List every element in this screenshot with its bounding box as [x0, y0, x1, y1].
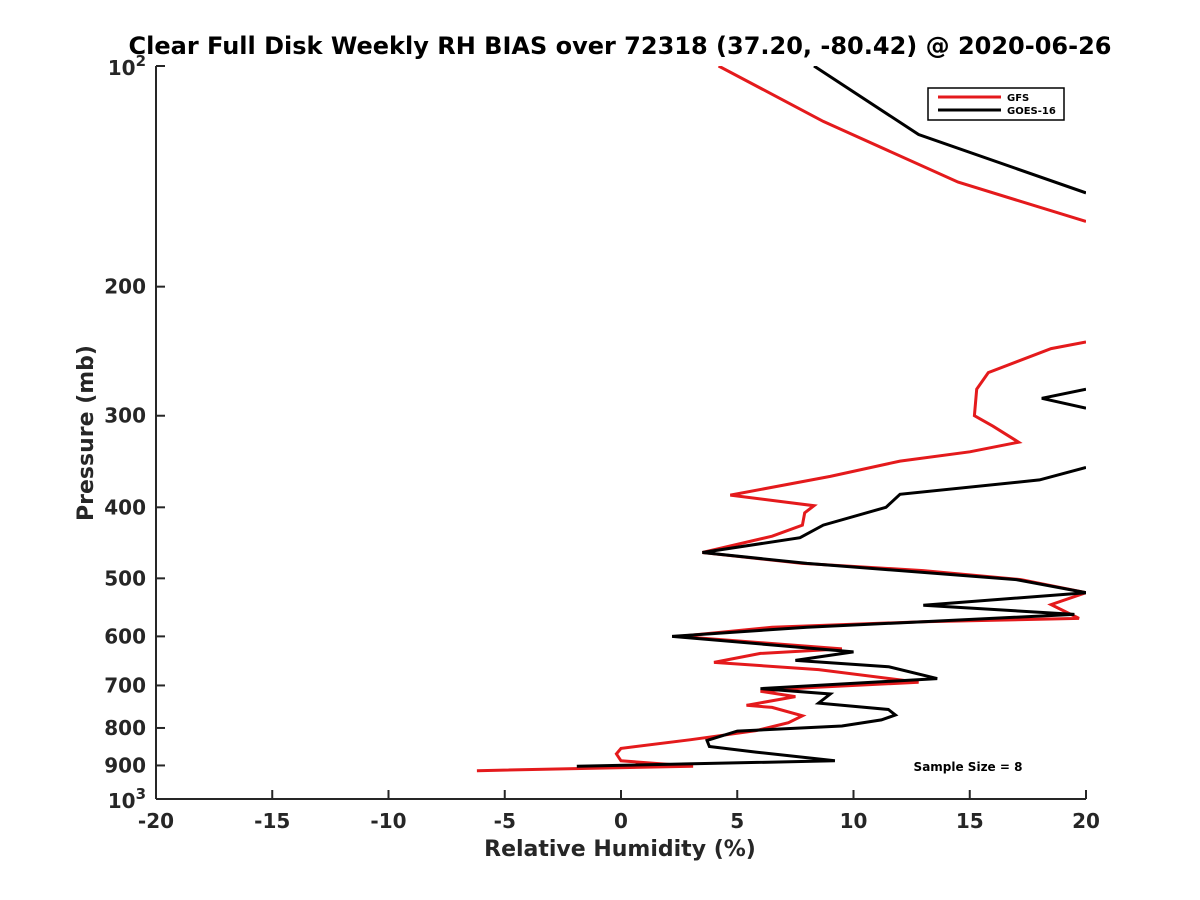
y-tick-label: 103 — [108, 785, 146, 813]
y-tick-label: 200 — [104, 275, 146, 299]
y-tick-label: 900 — [104, 753, 146, 777]
legend: GFS GOES-16 — [927, 87, 1065, 121]
x-tick-label: 5 — [730, 809, 744, 833]
series-layer — [476, 66, 1086, 773]
y-tick-label: 600 — [104, 624, 146, 648]
y-tick-label: 102 — [108, 52, 146, 80]
legend-box — [927, 87, 1065, 121]
series-line-goes-16-seg-1 — [1041, 387, 1086, 410]
y-tick-label: 700 — [104, 673, 146, 697]
x-tick-label: -15 — [254, 809, 290, 833]
x-tick-label: -5 — [494, 809, 516, 833]
x-tick-label: 10 — [840, 809, 868, 833]
y-axis-label: Pressure (mb) — [74, 345, 99, 521]
y-tick-label: 300 — [104, 404, 146, 428]
axes-layer: -20 -15 -10 -5 0 5 10 15 20 102 200 300 400 500 600 700… — [104, 52, 1100, 833]
y-tick-label: 400 — [104, 495, 146, 519]
chart-title: Clear Full Disk Weekly RH BIAS over 7231… — [129, 32, 1112, 60]
series-line-gfs-seg-1 — [476, 340, 1086, 773]
series-line-goes-16-seg-2 — [576, 466, 1086, 768]
x-tick-label: 0 — [614, 809, 628, 833]
series-line-gfs-seg-0 — [717, 66, 1086, 223]
x-tick-label: 20 — [1072, 809, 1100, 833]
y-tick-label: 800 — [104, 716, 146, 740]
x-tick-label: -20 — [138, 809, 174, 833]
legend-label: GFS — [1007, 93, 1029, 104]
series-line-goes-16-seg-0 — [813, 66, 1086, 195]
x-axis-label: Relative Humidity (%) — [484, 837, 756, 862]
sample-size-note: Sample Size = 8 — [914, 760, 1023, 774]
legend-label: GOES-16 — [1007, 106, 1056, 117]
x-tick-label: 15 — [956, 809, 984, 833]
x-tick-label: -10 — [370, 809, 406, 833]
y-tick-label: 500 — [104, 566, 146, 590]
